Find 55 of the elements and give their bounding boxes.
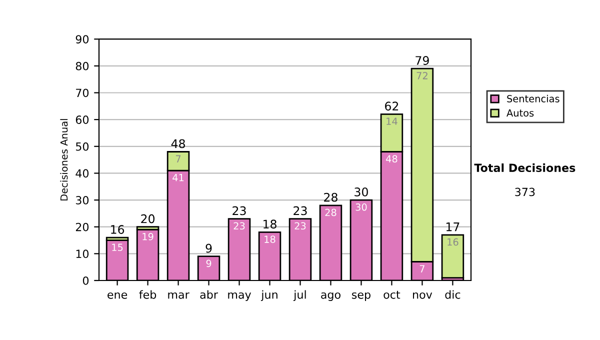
data-label: 72 <box>416 72 428 80</box>
total-label: 79 <box>416 56 429 65</box>
x-tick-label: nov <box>413 292 432 299</box>
x-tick-label: jul <box>293 290 306 301</box>
data-label: 7 <box>176 155 181 162</box>
data-label: 9 <box>206 260 212 268</box>
text: Total Decisiones <box>474 163 576 172</box>
y-tick-label: 0 <box>82 276 89 285</box>
bar <box>441 234 464 279</box>
data-label: 7 <box>420 265 424 272</box>
x-tick-label: mar <box>168 292 190 299</box>
x-tick-label: dic <box>445 290 460 299</box>
data-label: 28 <box>325 208 336 216</box>
total-label: 28 <box>324 192 338 202</box>
x-tick-label: sep <box>352 292 370 301</box>
data-label: 30 <box>356 203 367 211</box>
data-label: 15 <box>112 244 123 252</box>
total-label: 9 <box>206 244 212 253</box>
x-tick-label: may <box>228 292 252 301</box>
total-label: 23 <box>232 206 246 216</box>
y-tick-label: 50 <box>76 142 89 151</box>
x-tick-label: ene <box>108 292 128 299</box>
total-label: 18 <box>264 220 276 229</box>
y-tick-label: 30 <box>76 196 89 204</box>
y-tick-label: 40 <box>76 169 89 178</box>
total-label: 30 <box>354 187 368 196</box>
x-tick-label: abr <box>200 290 218 299</box>
data-label: 14 <box>386 118 398 125</box>
total-label: 17 <box>446 222 460 232</box>
data-label: 23 <box>234 222 245 230</box>
legend-label: Autos <box>506 109 534 117</box>
data-label: 18 <box>264 236 276 243</box>
x-tick-label: jun <box>260 290 278 301</box>
y-tick-label: 60 <box>76 116 89 124</box>
x-tick-label: ago <box>321 292 340 301</box>
data-label: 41 <box>172 174 184 182</box>
x-tick-label: feb <box>139 290 156 299</box>
data-label: 19 <box>142 232 154 240</box>
y-axis-title: Decisiones Anual <box>60 119 68 200</box>
y-tick-label: 10 <box>76 250 89 258</box>
y-tick-label: 70 <box>76 88 89 98</box>
data-label: 23 <box>294 222 306 230</box>
data-label: 16 <box>448 238 458 246</box>
total-label: 16 <box>111 225 124 234</box>
total-label: 62 <box>385 102 398 111</box>
y-tick-label: 20 <box>76 222 89 232</box>
total-label: 20 <box>141 214 155 224</box>
legend-label: Sentencias <box>507 94 560 102</box>
text: 373 <box>515 188 535 196</box>
y-tick-label: 90 <box>76 35 89 44</box>
total-label: 48 <box>171 139 185 148</box>
total-label: 23 <box>294 206 307 216</box>
data-label: 48 <box>386 155 398 162</box>
y-tick-label: 80 <box>76 62 89 70</box>
x-tick-label: oct <box>384 290 400 299</box>
